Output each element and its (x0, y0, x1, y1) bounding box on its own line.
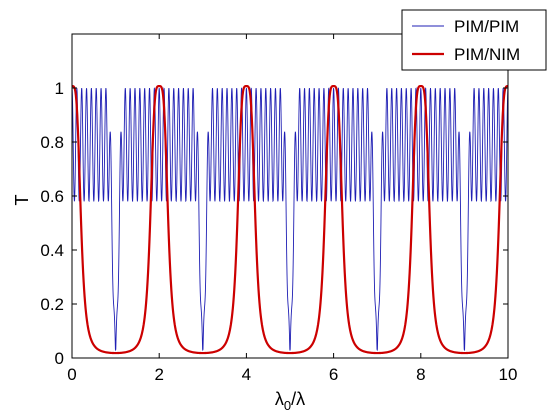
y-tick-label: 0 (55, 349, 64, 368)
y-tick-label: 0.6 (40, 187, 64, 206)
series-line-pim-pim (71, 87, 509, 352)
x-tick-label: 10 (499, 365, 518, 384)
y-tick-label: 0.8 (40, 133, 64, 152)
series-layer (71, 85, 509, 355)
x-tick-label: 4 (242, 365, 251, 384)
y-tick-label: 0.2 (40, 295, 64, 314)
x-tick-label: 8 (416, 365, 425, 384)
y-tick-label: 0.4 (40, 241, 64, 260)
x-tick-label: 2 (154, 365, 163, 384)
legend-label-pim-pim: PIM/PIM (454, 17, 519, 36)
legend-box (401, 9, 547, 71)
x-tick-label: 6 (329, 365, 338, 384)
legend-label-pim-nim: PIM/NIM (454, 45, 520, 64)
x-tick-label: 0 (67, 365, 76, 384)
x-axis-label: λ0/λ (275, 389, 305, 413)
y-tick-label: 1 (55, 79, 64, 98)
series-line-pim-nim (71, 85, 509, 355)
y-axis-label: T (12, 195, 32, 206)
plot-area (72, 34, 508, 358)
legend: PIM/PIM PIM/NIM (401, 9, 547, 71)
